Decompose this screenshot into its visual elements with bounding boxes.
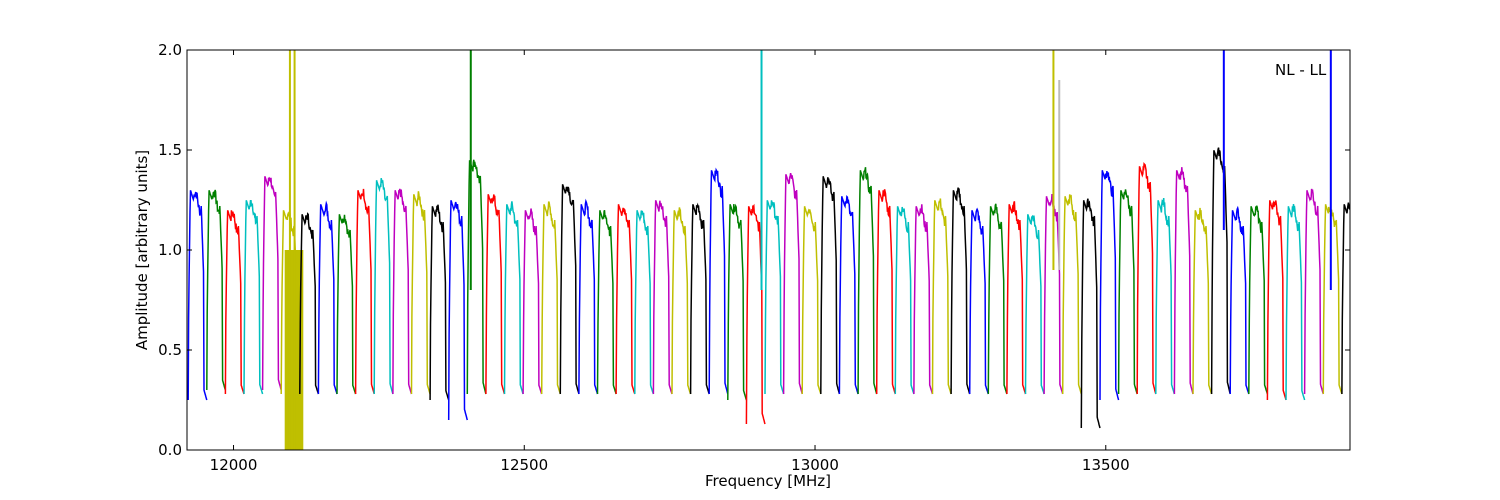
channel-trace — [1341, 202, 1350, 395]
channel-trace — [745, 203, 766, 425]
channel-trace — [336, 214, 357, 395]
channel-trace — [410, 191, 431, 395]
channel-trace — [931, 198, 952, 395]
channel-trace — [1006, 201, 1027, 395]
channel-trace — [299, 212, 320, 395]
y-tick-label: 0.0 — [158, 441, 182, 459]
channel-trace — [615, 204, 636, 395]
channel-trace — [782, 172, 803, 395]
channel-trace — [894, 206, 915, 395]
channel-trace — [1024, 214, 1045, 395]
channel-trace — [913, 204, 934, 395]
x-tick-label: 13500 — [1082, 456, 1130, 474]
channel-trace — [206, 189, 227, 391]
channel-trace — [1361, 192, 1380, 400]
channel-trace — [671, 207, 692, 395]
y-axis-label: Amplitude [arbitrary units] — [133, 150, 151, 350]
channel-trace — [1248, 205, 1269, 395]
channel-trace — [838, 195, 859, 395]
channel-trace — [540, 201, 562, 395]
channel-trace — [764, 200, 785, 395]
channel-trace — [243, 199, 264, 395]
channel-trace — [1061, 194, 1083, 395]
channel-trace — [485, 194, 506, 395]
x-tick-label: 12000 — [210, 456, 258, 474]
channel-trace — [187, 190, 208, 401]
channel-trace — [317, 200, 338, 395]
x-axis-label: Frequency [MHz] — [705, 472, 831, 490]
plot-area — [187, 50, 1398, 450]
channel-trace — [1322, 204, 1343, 395]
channel-trace — [708, 167, 729, 395]
channel-trace — [987, 203, 1008, 395]
channel-trace — [503, 201, 524, 395]
channel-trace — [950, 187, 971, 395]
channel-trace — [261, 176, 282, 391]
y-tick-label: 0.5 — [158, 341, 182, 359]
channel-trace — [596, 209, 617, 395]
channel-trace — [1285, 203, 1306, 401]
channel-trace — [392, 188, 413, 395]
x-tick-label: 13000 — [791, 456, 839, 474]
channel-trace — [1155, 198, 1176, 395]
channel-trace — [652, 200, 673, 395]
channel-trace — [447, 200, 469, 421]
channel-trace — [1117, 189, 1138, 395]
channel-trace — [1266, 200, 1287, 401]
channel-trace — [875, 189, 897, 395]
y-tick-label: 2.0 — [158, 41, 182, 59]
channel-trace — [224, 210, 245, 395]
channel-trace — [578, 198, 599, 395]
channel-trace — [522, 208, 543, 395]
annotation-label: NL - LL — [1275, 61, 1327, 79]
channel-trace — [1099, 170, 1120, 401]
channel-trace — [559, 184, 580, 395]
channel-trace — [1229, 205, 1250, 395]
channel-trace — [429, 204, 450, 401]
y-tick-label: 1.5 — [158, 141, 182, 159]
x-tick-label: 12500 — [500, 456, 548, 474]
channel-trace — [857, 167, 878, 395]
channel-trace — [1303, 188, 1325, 395]
channel-trace — [1173, 167, 1194, 395]
channel-trace — [634, 210, 655, 395]
y-tick-label: 1.0 — [158, 241, 182, 259]
channel-trace — [1210, 147, 1231, 395]
channel-trace — [1192, 207, 1213, 395]
channel-trace — [968, 207, 990, 395]
channel-trace — [1080, 198, 1101, 429]
channel-trace — [727, 203, 748, 401]
channel-trace — [373, 178, 394, 395]
channel-trace — [801, 206, 822, 395]
axis-ticks: 12000 12500 13000 13500 0.0 0.5 1.0 1.5 2.0 — [158, 41, 1350, 474]
channel-trace — [820, 176, 841, 395]
channel-trace — [354, 188, 375, 395]
channel-trace — [1379, 210, 1398, 428]
channel-trace — [689, 202, 710, 395]
channel-trace — [1136, 162, 1157, 395]
